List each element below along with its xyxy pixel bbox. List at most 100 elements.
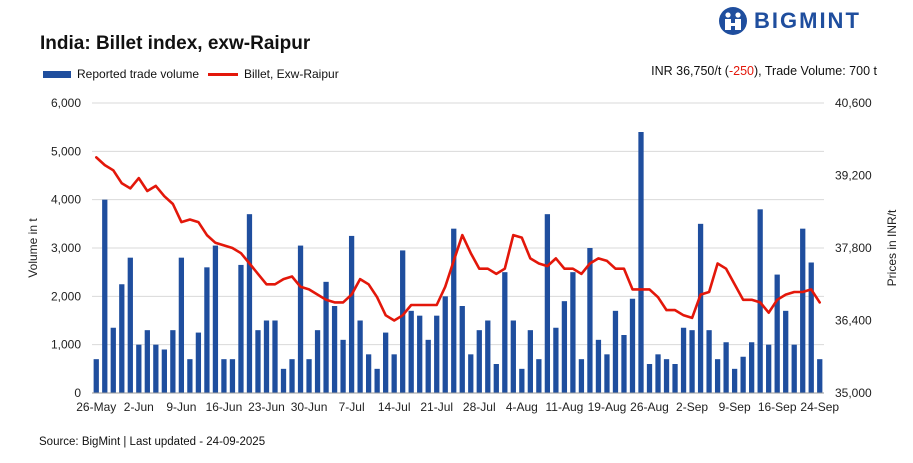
volume-bar xyxy=(255,330,261,393)
volume-bar xyxy=(646,364,653,393)
volume-bar xyxy=(238,264,244,393)
volume-bar xyxy=(459,306,465,393)
volume-bar xyxy=(749,342,755,393)
volume-bar xyxy=(527,330,533,393)
y-right-axis-title: Prices in INR/t xyxy=(885,209,899,286)
volume-bar xyxy=(263,320,270,393)
x-tick-label: 9-Jun xyxy=(166,400,196,414)
y-left-tick-label: 3,000 xyxy=(51,241,81,255)
grid-lines xyxy=(92,102,824,346)
volume-bar xyxy=(331,306,338,393)
volume-bar xyxy=(119,284,125,393)
volume-bar xyxy=(365,354,372,393)
x-tick-label: 19-Aug xyxy=(588,400,627,414)
legend-label-price: Billet, Exw-Raipur xyxy=(244,67,339,81)
volume-bar xyxy=(314,330,321,393)
volume-bar xyxy=(587,248,593,393)
source-note: Source: BigMint | Last updated - 24-09-2… xyxy=(39,436,266,448)
volume-bar xyxy=(740,356,746,393)
volume-bar xyxy=(680,327,687,393)
x-tick-label: 26-May xyxy=(76,400,116,414)
volume-bar xyxy=(570,272,576,393)
price-summary: INR 36,750/t (-250), Trade Volume: 700 t xyxy=(651,64,877,78)
summary-prefix: INR 36,750/t ( xyxy=(651,64,729,78)
x-tick-label: 23-Jun xyxy=(248,400,285,414)
volume-bar xyxy=(102,199,108,393)
volume-bar xyxy=(783,310,789,393)
volume-bar xyxy=(672,364,678,393)
volume-bar xyxy=(340,339,346,393)
x-tick-label: 28-Jul xyxy=(463,400,496,414)
y-right-tick-label: 35,000 xyxy=(835,386,872,400)
legend-item-price: Billet, Exw-Raipur xyxy=(208,67,339,81)
volume-bar xyxy=(544,214,551,393)
volume-bar xyxy=(731,368,738,393)
volume-bar xyxy=(519,368,525,393)
volume-bar xyxy=(357,320,363,393)
volume-bar xyxy=(272,320,278,393)
volume-bar xyxy=(161,349,167,393)
x-tick-label: 16-Sep xyxy=(758,400,797,414)
volume-bar xyxy=(374,368,380,393)
x-tick-label: 24-Sep xyxy=(800,400,839,414)
volume-bar xyxy=(408,310,414,393)
volume-bar xyxy=(536,359,542,393)
volume-bar xyxy=(561,301,568,393)
volume-bar xyxy=(476,330,482,393)
volume-bar xyxy=(127,257,133,393)
x-tick-label: 16-Jun xyxy=(206,400,243,414)
y-left-axis-title: Volume in t xyxy=(26,218,40,278)
volume-bar xyxy=(817,359,823,393)
volume-bar xyxy=(348,235,355,393)
legend-label-volume: Reported trade volume xyxy=(77,67,200,81)
y-right-tick-label: 39,200 xyxy=(835,169,872,183)
volume-bar xyxy=(621,335,627,393)
x-tick-label: 21-Jul xyxy=(420,400,453,414)
volume-bar xyxy=(493,364,499,393)
volume-bar xyxy=(93,359,99,393)
volume-bar xyxy=(246,214,253,393)
volume-bars xyxy=(93,132,823,393)
x-tick-label: 30-Jun xyxy=(291,400,328,414)
volume-bar xyxy=(153,344,159,393)
price-line xyxy=(95,156,822,322)
volume-bar xyxy=(417,315,423,393)
volume-bar xyxy=(391,354,397,393)
x-tick-label: 9-Sep xyxy=(719,400,751,414)
volume-bar xyxy=(170,330,176,393)
x-tick-label: 7-Jul xyxy=(339,400,365,414)
volume-bar xyxy=(595,339,602,393)
x-tick-label: 14-Jul xyxy=(378,400,411,414)
volume-bar xyxy=(212,245,219,393)
volume-bar xyxy=(714,359,721,393)
legend-swatch-line xyxy=(208,72,238,76)
volume-bar xyxy=(578,359,585,393)
volume-bar xyxy=(136,344,142,393)
volume-bar xyxy=(451,228,457,393)
volume-bar xyxy=(697,223,704,393)
x-tick-label: 26-Aug xyxy=(630,400,669,414)
volume-bar xyxy=(791,344,797,393)
volume-bar xyxy=(323,281,329,393)
volume-bar xyxy=(383,332,389,393)
y-right-tick-label: 37,800 xyxy=(835,241,872,255)
summary-suffix: ), Trade Volume: 700 t xyxy=(754,64,877,78)
volume-bar xyxy=(510,320,516,393)
y-left-tick-label: 5,000 xyxy=(51,144,81,158)
y-right-tick-label: 36,400 xyxy=(835,314,872,328)
brand-logo-icon xyxy=(719,7,747,35)
brand-logo: BIGMINT xyxy=(718,4,861,38)
volume-bar xyxy=(766,344,772,393)
volume-bar xyxy=(629,298,636,393)
volume-bar xyxy=(144,330,150,393)
axes: 0 1,000 2,000 3,000 4,000 5,000 6,000 35,000 36,… xyxy=(26,96,899,414)
x-tick-label: 11-Aug xyxy=(545,400,583,414)
volume-bar xyxy=(425,339,431,393)
volume-bar xyxy=(800,228,806,393)
y-right-tick-label: 40,600 xyxy=(835,96,872,110)
y-left-tick-label: 4,000 xyxy=(51,193,81,207)
volume-bar xyxy=(808,262,814,393)
volume-bar xyxy=(638,132,644,393)
volume-bar xyxy=(485,320,491,393)
